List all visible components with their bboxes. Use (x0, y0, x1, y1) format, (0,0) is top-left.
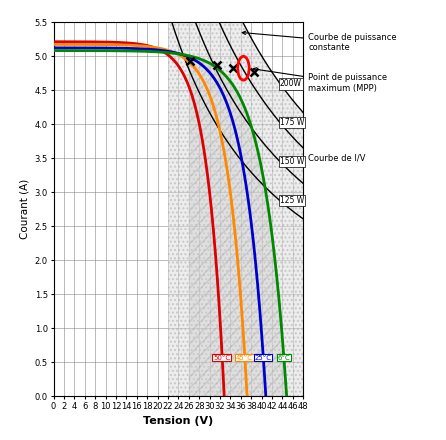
Text: Courbe de I/V: Courbe de I/V (289, 154, 366, 162)
Text: 175 W: 175 W (280, 118, 304, 127)
Text: 50°C: 50°C (213, 355, 230, 361)
Y-axis label: Courant (A): Courant (A) (19, 179, 29, 239)
Text: 150 W: 150 W (280, 157, 304, 166)
Text: 200W: 200W (280, 79, 302, 88)
Text: Point de puissance
maximum (MPP): Point de puissance maximum (MPP) (253, 68, 388, 93)
Text: 45°C: 45°C (236, 355, 253, 361)
X-axis label: Tension (V): Tension (V) (143, 416, 214, 426)
Text: 25°C: 25°C (255, 355, 272, 361)
Polygon shape (189, 22, 303, 396)
Text: 6°C: 6°C (278, 355, 290, 361)
Text: 125 W: 125 W (280, 196, 304, 205)
Text: Courbe de puissance
constante: Courbe de puissance constante (242, 31, 397, 52)
Polygon shape (168, 22, 303, 396)
